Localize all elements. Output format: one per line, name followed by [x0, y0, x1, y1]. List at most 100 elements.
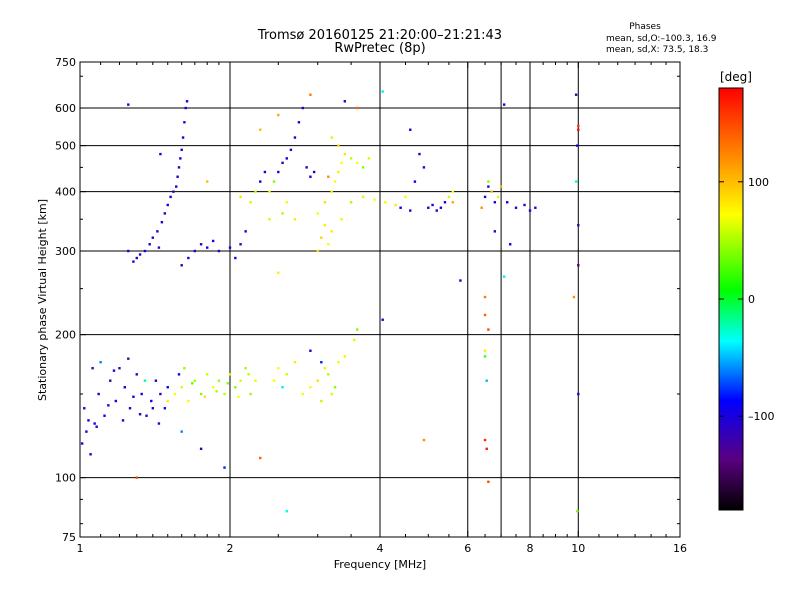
scatter-point [293, 361, 297, 364]
colorbar-tick-label: 100 [748, 176, 769, 189]
scatter-point [409, 209, 412, 212]
chart-title: Tromsø 20160125 21:20:00–21:21:43 [257, 28, 503, 43]
scatter-point [199, 243, 203, 246]
scatter-point [83, 407, 86, 410]
y-tick-label: 300 [55, 245, 76, 258]
scatter-point [128, 407, 132, 410]
scatter-point [309, 175, 312, 178]
scatter-point [138, 413, 142, 416]
data-points [80, 90, 580, 513]
scatter-point [89, 453, 92, 456]
scatter-point [330, 190, 333, 193]
scatter-point [191, 382, 194, 385]
scatter-point [217, 379, 221, 382]
scatter-point [312, 170, 316, 174]
scatter-point [285, 509, 288, 513]
scatter-point [247, 373, 250, 376]
scatter-point [172, 190, 175, 193]
scatter-point [528, 209, 532, 212]
scatter-point [127, 103, 130, 106]
scatter-point [157, 246, 161, 249]
scatter-point [199, 392, 203, 396]
scatter-point [343, 152, 347, 156]
y-tick-label: 400 [55, 186, 76, 199]
scatter-point [169, 195, 172, 199]
scatter-point [259, 128, 262, 131]
scatter-point [180, 264, 183, 267]
scatter-point [215, 390, 218, 393]
scatter-point [439, 206, 443, 209]
scatter-point [166, 399, 169, 403]
scatter-point [277, 271, 280, 274]
scatter-point [443, 201, 447, 204]
scatter-point [175, 185, 178, 188]
scatter-point [399, 206, 402, 209]
scatter-point [361, 166, 365, 169]
colorbar-unit-label: [deg] [720, 70, 752, 84]
scatter-point [418, 152, 421, 156]
scatter-point [244, 230, 247, 233]
scatter-point [159, 392, 162, 396]
scatter-point [349, 157, 353, 160]
scatter-point [157, 422, 161, 425]
scatter-point [285, 201, 288, 204]
scatter-point [355, 106, 359, 110]
scatter-point [145, 414, 148, 417]
scatter-point [135, 476, 138, 479]
scatter-point [179, 157, 182, 160]
scatter-point [487, 480, 490, 484]
scatter-point [409, 128, 412, 131]
x-axis-ticks: 1 2 4 6 8 10 16 [77, 62, 687, 555]
scatter-point [330, 392, 333, 396]
scatter-point [343, 355, 347, 358]
x-tick-label: 8 [527, 542, 534, 555]
scatter-point [183, 121, 186, 124]
scatter-point [80, 442, 84, 445]
scatter-point [514, 206, 518, 209]
scatter-point [263, 170, 267, 174]
y-tick-label: 600 [55, 102, 76, 115]
scatter-point [217, 249, 221, 253]
scatter-point [435, 209, 438, 212]
scatter-point [496, 195, 500, 199]
scatter-point [323, 224, 327, 227]
scatter-point [493, 201, 497, 204]
scatter-point [268, 218, 271, 221]
scatter-point [305, 166, 308, 169]
y-tick-label: 75 [62, 531, 76, 544]
scatter-point [349, 201, 353, 204]
scatter-point [259, 456, 262, 460]
x-tick-label: 1 [77, 542, 84, 555]
scatter-point [577, 264, 580, 267]
scatter-point [154, 379, 158, 382]
scatter-point [323, 366, 327, 370]
scatter-point [151, 236, 155, 239]
scatter-point [293, 218, 297, 221]
scatter-point [508, 243, 512, 246]
scatter-point [228, 246, 232, 249]
scatter-point [413, 180, 417, 183]
scatter-point [502, 275, 506, 278]
scatter-point [483, 295, 487, 299]
scatter-point [381, 90, 384, 93]
scatter-point [203, 395, 206, 398]
scatter-point [127, 249, 130, 253]
colorbar-ticks: 100 0 –100 [719, 176, 775, 423]
scatter-point [485, 379, 488, 382]
scatter-point [577, 224, 580, 227]
scatter-point [237, 395, 240, 398]
scatter-point [140, 392, 143, 396]
scatter-point [156, 230, 159, 233]
scatter-point [187, 399, 190, 403]
scatter-point [483, 349, 487, 352]
scatter-point [93, 422, 96, 425]
scatter-point [534, 206, 537, 209]
scatter-point [576, 509, 579, 513]
scatter-point [337, 144, 340, 147]
scatter-point [483, 355, 487, 358]
scatter-point [163, 407, 167, 410]
scatter-point [85, 430, 88, 433]
scatter-point [487, 180, 490, 183]
scatter-point [327, 175, 330, 178]
